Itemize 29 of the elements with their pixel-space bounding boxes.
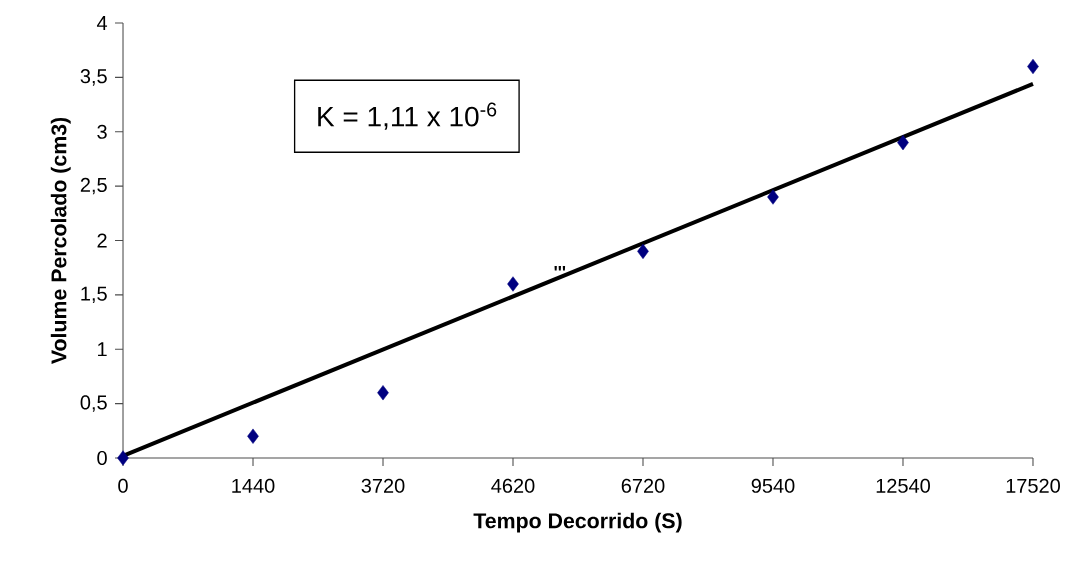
x-tick-label: 1440 [232,478,275,493]
annotation: ''' [554,266,566,271]
y-tick-label: 3,5 [80,69,107,86]
point [117,450,129,466]
point [897,135,909,151]
x-axis-title: Tempo Decorrido (S) [473,512,682,533]
y-tick-label: 3 [97,124,107,139]
y-tick-label: 1 [98,342,107,357]
y-tick-label: 0,5 [80,395,107,412]
x-tick-label: 6720 [621,478,665,493]
y-axis-title: Volume Percolado (cm3) [50,117,71,365]
point [767,189,779,205]
y-tick-label: 1,5 [81,286,107,304]
x-tick-label: 12540 [876,478,930,493]
x-tick-label: 3720 [361,478,405,493]
x-tick-label: 9540 [751,478,795,493]
annotation: K = 1,11 x 10$^{-6}$ [318,102,497,130]
point [247,428,259,444]
y-tick-label: 0 [97,450,107,466]
x-tick-label: 4620 [491,478,535,493]
y-tick-label: 2 [97,233,107,248]
point [637,243,649,259]
y-tick-label: 2,5 [80,177,107,195]
point [377,385,389,401]
point [1027,58,1039,75]
y-tick-label: 4 [96,16,108,30]
x-tick-label: 0 [118,478,128,493]
x-tick-label: 17520 [1006,478,1060,493]
point [507,276,519,292]
